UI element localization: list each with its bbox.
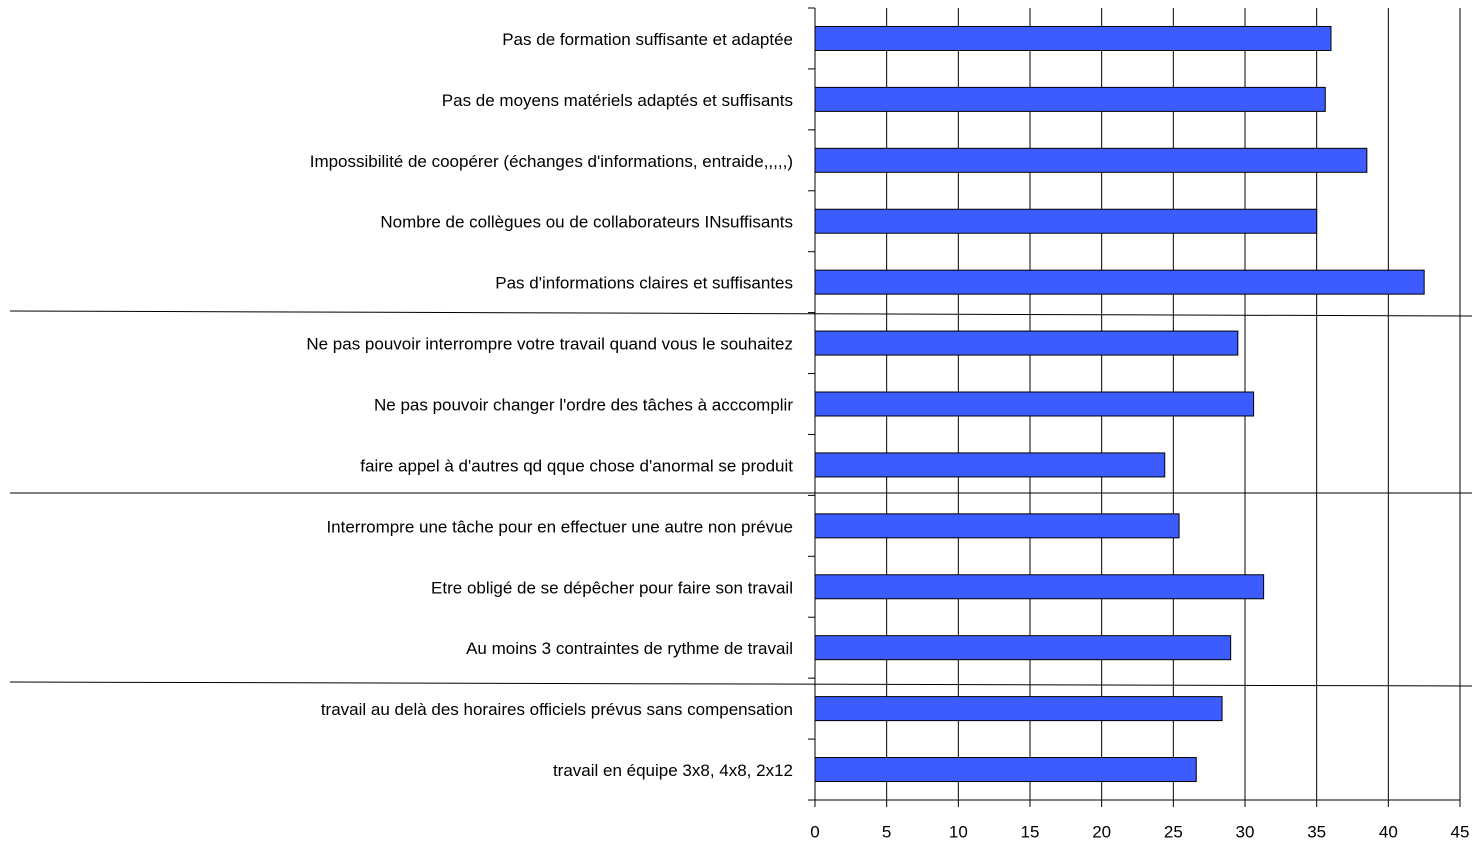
bar [814, 269, 1425, 295]
y-tick-label: faire appel à d'autres qd qque chose d'a… [360, 456, 793, 475]
x-tick-label: 10 [949, 822, 968, 841]
y-tick-label: travail au delà des horaires officiels p… [321, 700, 793, 719]
y-tick-label: Au moins 3 contraintes de rythme de trav… [466, 639, 793, 658]
x-tick-label: 35 [1307, 822, 1326, 841]
x-tick-label: 0 [810, 822, 819, 841]
y-tick-label: travail en équipe 3x8, 4x8, 2x12 [553, 761, 793, 780]
x-tick-label: 45 [1451, 822, 1470, 841]
bar [814, 147, 1368, 173]
y-tick-label: Impossibilité de coopérer (échanges d'in… [310, 152, 793, 171]
y-tick-label: Etre obligé de se dépêcher pour faire so… [431, 578, 793, 597]
bar [814, 452, 1166, 478]
x-tick-label: 20 [1092, 822, 1111, 841]
bar [814, 330, 1239, 356]
bar [814, 696, 1223, 722]
bar [814, 757, 1197, 783]
x-tick-label: 25 [1164, 822, 1183, 841]
x-tick-label: 30 [1236, 822, 1255, 841]
bar [814, 513, 1180, 539]
x-tick-label: 15 [1021, 822, 1040, 841]
y-tick-label: Pas de formation suffisante et adaptée [502, 30, 793, 49]
x-tick-label: 5 [882, 822, 891, 841]
group-separator [9, 310, 1473, 317]
group-separator [9, 681, 1473, 687]
x-tick-label: 40 [1379, 822, 1398, 841]
y-tick-label: Interrompre une tâche pour en effectuer … [326, 517, 793, 536]
bar [814, 391, 1255, 417]
bar [814, 25, 1332, 51]
bar [814, 208, 1318, 234]
y-tick-label: Pas de moyens matériels adaptés et suffi… [442, 91, 793, 110]
y-tick-label: Pas d'informations claires et suffisante… [495, 274, 793, 293]
bar [814, 574, 1265, 600]
y-tick-label: Ne pas pouvoir changer l'ordre des tâche… [374, 395, 793, 414]
bar [814, 635, 1232, 661]
y-tick-label: Ne pas pouvoir interrompre votre travail… [306, 335, 793, 354]
y-tick-label: Nombre de collègues ou de collaborateurs… [380, 213, 793, 232]
bar [814, 86, 1326, 112]
